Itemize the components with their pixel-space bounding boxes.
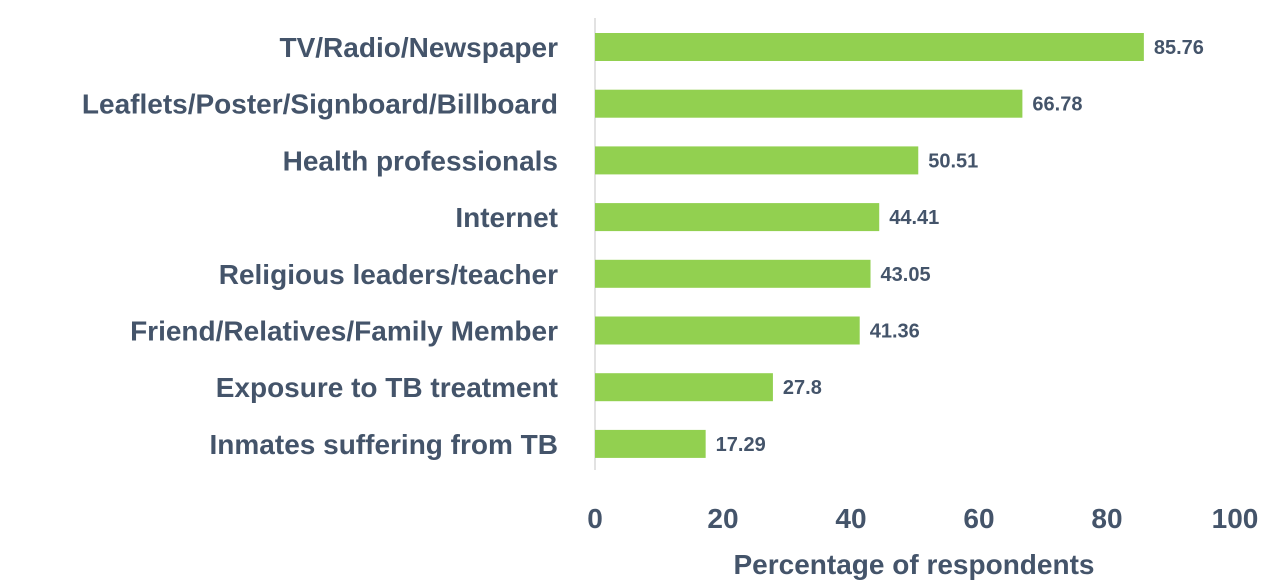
bar <box>595 429 706 458</box>
value-label: 17.29 <box>716 434 766 456</box>
x-tick-label: 100 <box>1212 503 1259 534</box>
value-label: 43.05 <box>881 264 931 286</box>
value-label: 50.51 <box>928 150 978 172</box>
bar <box>595 146 919 175</box>
x-tick-label: 80 <box>1091 503 1122 534</box>
x-tick-labels: 0 20 40 60 80 100 <box>587 503 1258 534</box>
bar <box>595 316 860 345</box>
value-label: 41.36 <box>870 321 920 343</box>
category-label: Health professionals <box>283 145 558 176</box>
bar <box>595 373 773 402</box>
bars-group <box>595 33 1144 458</box>
bar <box>595 203 880 232</box>
bar <box>595 89 1023 118</box>
category-label: TV/Radio/Newspaper <box>279 32 558 63</box>
category-labels: TV/Radio/Newspaper Leaflets/Poster/Signbo… <box>82 32 558 460</box>
value-labels: 85.76 66.78 50.51 44.41 43.05 41.36 27.8 17.29 <box>716 37 1204 456</box>
category-label: Religious leaders/teacher <box>219 259 558 290</box>
value-label: 44.41 <box>889 207 939 229</box>
category-label: Inmates suffering from TB <box>210 429 558 460</box>
bar <box>595 33 1144 61</box>
category-label: Exposure to TB treatment <box>216 372 558 403</box>
x-tick-label: 0 <box>587 503 603 534</box>
category-label: Friend/Relatives/Family Member <box>130 316 558 347</box>
value-label: 27.8 <box>783 377 822 399</box>
x-tick-label: 40 <box>835 503 866 534</box>
value-label: 85.76 <box>1154 37 1204 59</box>
category-label: Internet <box>455 202 558 233</box>
category-label: Leaflets/Poster/Signboard/Billboard <box>82 89 558 120</box>
x-tick-label: 20 <box>707 503 738 534</box>
value-label: 66.78 <box>1032 94 1082 116</box>
bar <box>595 259 871 288</box>
x-tick-label: 60 <box>963 503 994 534</box>
x-axis-title: Percentage of respondents <box>734 549 1095 580</box>
